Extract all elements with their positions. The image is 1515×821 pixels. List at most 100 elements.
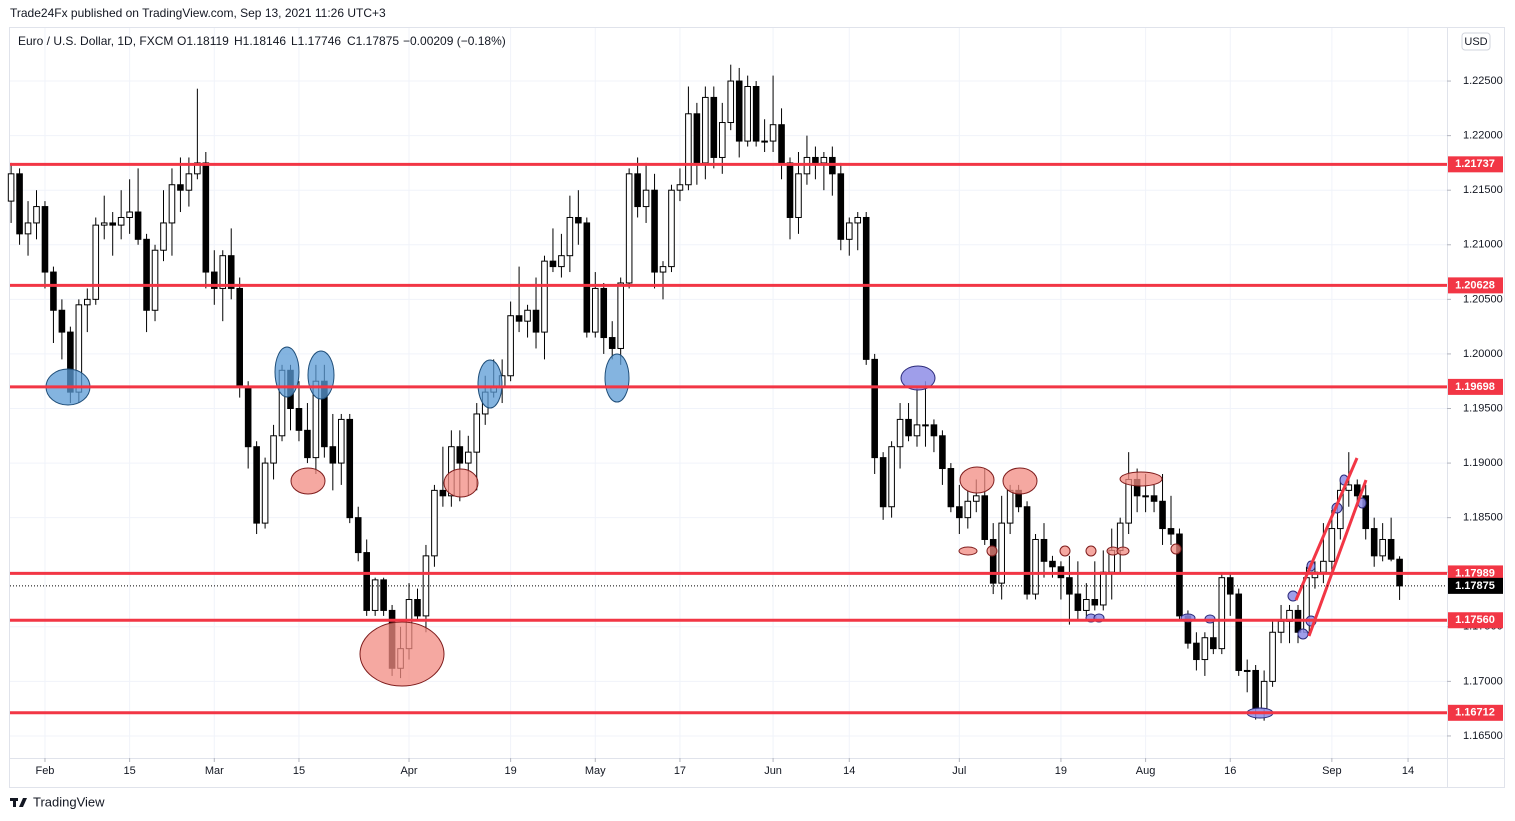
annotation-dot — [1116, 546, 1130, 556]
candle-body — [752, 86, 760, 142]
candle-body — [304, 429, 311, 459]
candle-body — [329, 446, 337, 464]
candle-body — [58, 309, 66, 333]
candle-body — [845, 222, 853, 240]
candle-body — [1125, 478, 1132, 524]
candle-body — [160, 222, 167, 251]
candle-body — [1167, 528, 1175, 535]
candle-body — [1150, 495, 1158, 502]
candle-body — [524, 309, 531, 322]
annotation-dot — [1059, 545, 1071, 557]
candle-body — [651, 189, 658, 273]
candle-body — [939, 435, 946, 470]
annotation-ellipse — [477, 359, 503, 409]
candle-body — [642, 189, 650, 208]
candle-body — [507, 315, 514, 377]
candle-body — [84, 298, 91, 306]
candle-body — [1116, 522, 1124, 551]
candle-body — [92, 224, 100, 300]
candle-body — [1362, 495, 1370, 530]
candle-body — [1083, 599, 1090, 611]
candle-body — [685, 113, 692, 186]
candle-body — [236, 287, 243, 388]
candle-body — [668, 189, 675, 268]
level-label: 1.21737 — [1455, 158, 1495, 170]
level-label-bg — [1448, 378, 1503, 395]
legend-low: L1.17746 — [291, 34, 341, 48]
annotations — [45, 346, 1368, 719]
y-tick-label: 1.20000 — [1463, 348, 1503, 360]
logo-part — [13, 798, 16, 807]
candle-body — [871, 358, 878, 459]
x-tick-label: May — [585, 765, 606, 777]
candle-body — [1243, 669, 1251, 672]
candle-body — [541, 260, 548, 333]
candle-body — [786, 162, 794, 218]
candle-body — [143, 238, 150, 311]
candle-body — [371, 579, 379, 611]
candle-body — [244, 386, 252, 448]
brand: TradingView — [33, 794, 105, 809]
annotation-ellipse — [604, 353, 630, 403]
level-label-bg — [1448, 565, 1503, 582]
legend-open: O1.18119 — [177, 34, 229, 48]
candle-body — [1345, 484, 1353, 491]
candle-body — [702, 96, 709, 164]
candle-body — [744, 86, 751, 142]
candle-body — [202, 162, 210, 273]
candle-body — [422, 555, 430, 617]
x-tick-label: 15 — [124, 765, 136, 777]
publisher-note: Trade24Fx published on TradingView.com, … — [10, 6, 386, 20]
candle-body — [1269, 631, 1276, 682]
candle-body — [820, 156, 828, 164]
candle-body — [117, 216, 125, 226]
candle-body — [735, 80, 743, 142]
candle-body — [1277, 620, 1285, 633]
level-label: 1.17989 — [1455, 567, 1495, 579]
candle-body — [1379, 538, 1386, 557]
candle-body — [1210, 637, 1217, 650]
candle-body — [989, 538, 997, 584]
x-tick-label: Aug — [1136, 765, 1156, 777]
candle-body — [363, 552, 370, 611]
annotation-ellipse — [307, 350, 335, 400]
chart-title: Euro / U.S. Dollar, 1D, FXCM — [18, 34, 173, 48]
annotation-ellipse — [359, 621, 445, 687]
candle-body — [270, 435, 277, 464]
candle-body — [168, 184, 176, 224]
candle-body — [998, 522, 1005, 584]
candle-body — [337, 418, 345, 464]
last-price-label: 1.17875 — [1455, 580, 1495, 592]
annotation-ellipse — [959, 466, 995, 494]
candle-body — [896, 418, 904, 448]
annotation-ellipse — [443, 468, 479, 498]
x-tick-label: 16 — [1224, 765, 1236, 777]
candle-body — [981, 495, 989, 540]
candle-body — [625, 173, 633, 284]
annotation-ellipse — [1119, 471, 1163, 487]
candle-body — [862, 216, 870, 360]
last-price-label-bg — [1448, 577, 1503, 594]
level-label-bg — [1448, 277, 1503, 294]
x-tick-label: Apr — [400, 765, 417, 777]
candle-body — [354, 517, 362, 554]
candle-body — [261, 462, 269, 524]
annotation-dot — [986, 545, 998, 557]
candle-body — [439, 489, 447, 497]
candle-body — [956, 506, 963, 519]
candle-body — [227, 255, 235, 289]
candle-body — [778, 124, 785, 164]
candle-body — [1252, 669, 1259, 710]
candle-body — [795, 173, 802, 218]
legend-high: H1.18146 — [234, 34, 286, 48]
x-tick-label: Mar — [205, 765, 224, 777]
candle-body — [905, 418, 912, 437]
candle-body — [1023, 506, 1031, 595]
candle-body — [600, 287, 608, 339]
trend-line — [1307, 479, 1368, 637]
candle-body — [414, 599, 421, 617]
candle-body — [1099, 571, 1107, 606]
candle-body — [1142, 495, 1149, 498]
candle-body — [1328, 528, 1336, 562]
